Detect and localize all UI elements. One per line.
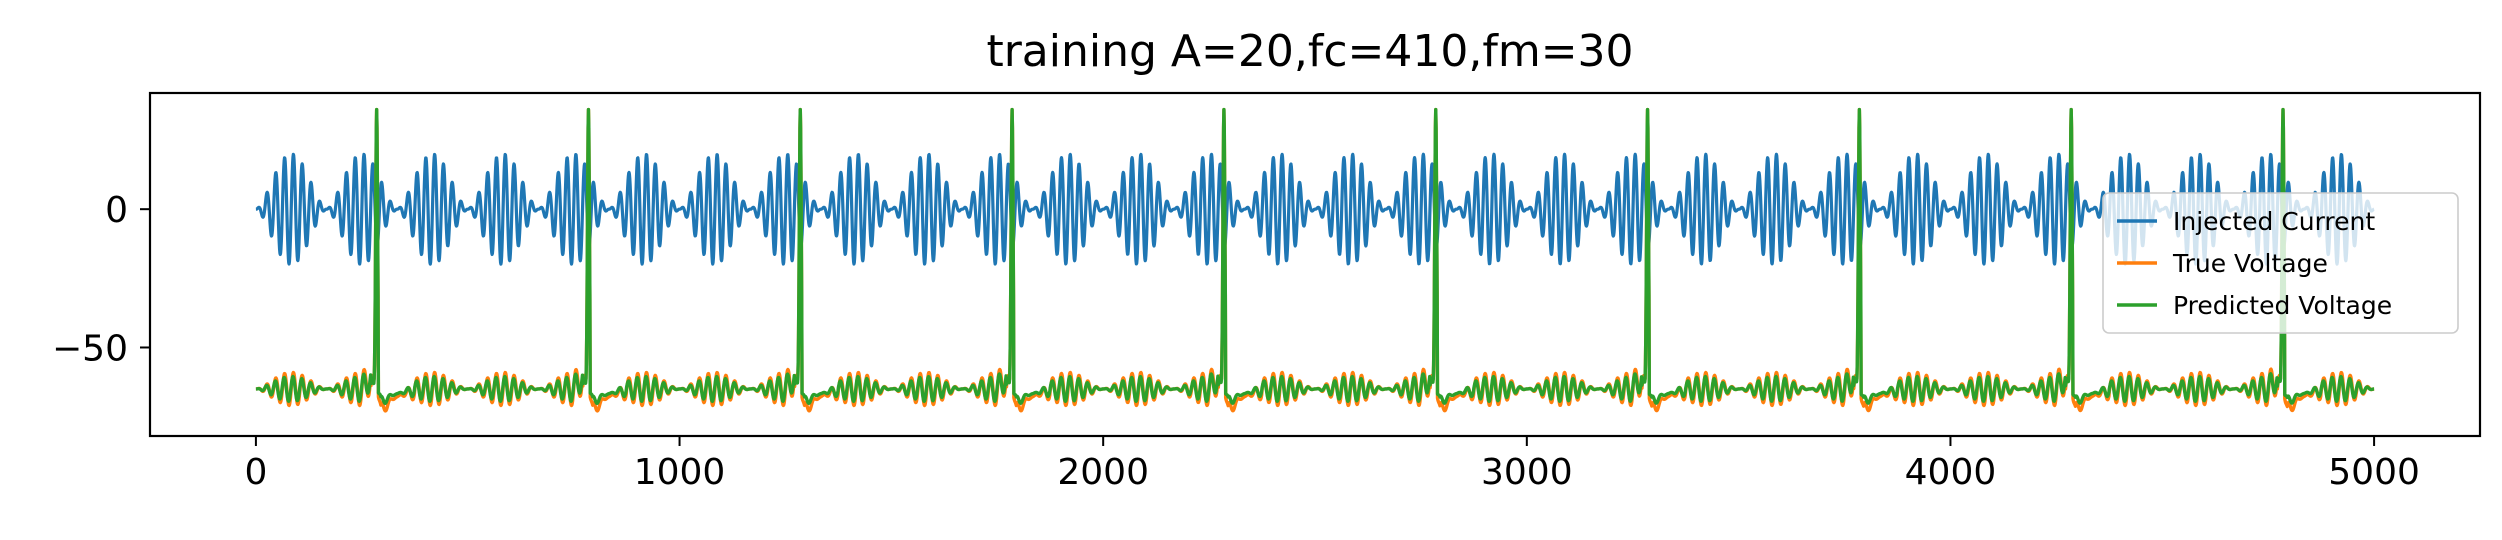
- x-tick-label: 3000: [1481, 452, 1573, 493]
- legend-box: [2102, 192, 2459, 334]
- series-layer: [254, 107, 2376, 413]
- x-tick-label: 1000: [634, 452, 726, 493]
- x-tick-label: 5000: [2328, 452, 2420, 493]
- y-tick-label: 0: [105, 190, 128, 231]
- x-tick-label: 0: [244, 452, 267, 493]
- legend-label: Injected Current: [2173, 207, 2375, 236]
- series-line-predicted-voltage: [254, 107, 2376, 406]
- plot-frame: [148, 91, 2482, 438]
- legend-label: True Voltage: [2172, 249, 2328, 278]
- x-tick-label: 2000: [1057, 452, 1149, 493]
- x-axis: 0 1000 2000 3000 4000 5000: [244, 436, 2420, 493]
- legend-label: Predicted Voltage: [2173, 291, 2392, 320]
- x-tick-label: 4000: [1905, 452, 1997, 493]
- chart-title: training A=20,fc=410,fm=30: [986, 26, 1633, 77]
- legend: Injected Current True Voltage Predicted Vo…: [2102, 192, 2459, 334]
- series-line-injected-current: [254, 152, 2376, 266]
- y-tick-label: −50: [52, 328, 128, 369]
- y-axis: 0 −50: [52, 190, 150, 369]
